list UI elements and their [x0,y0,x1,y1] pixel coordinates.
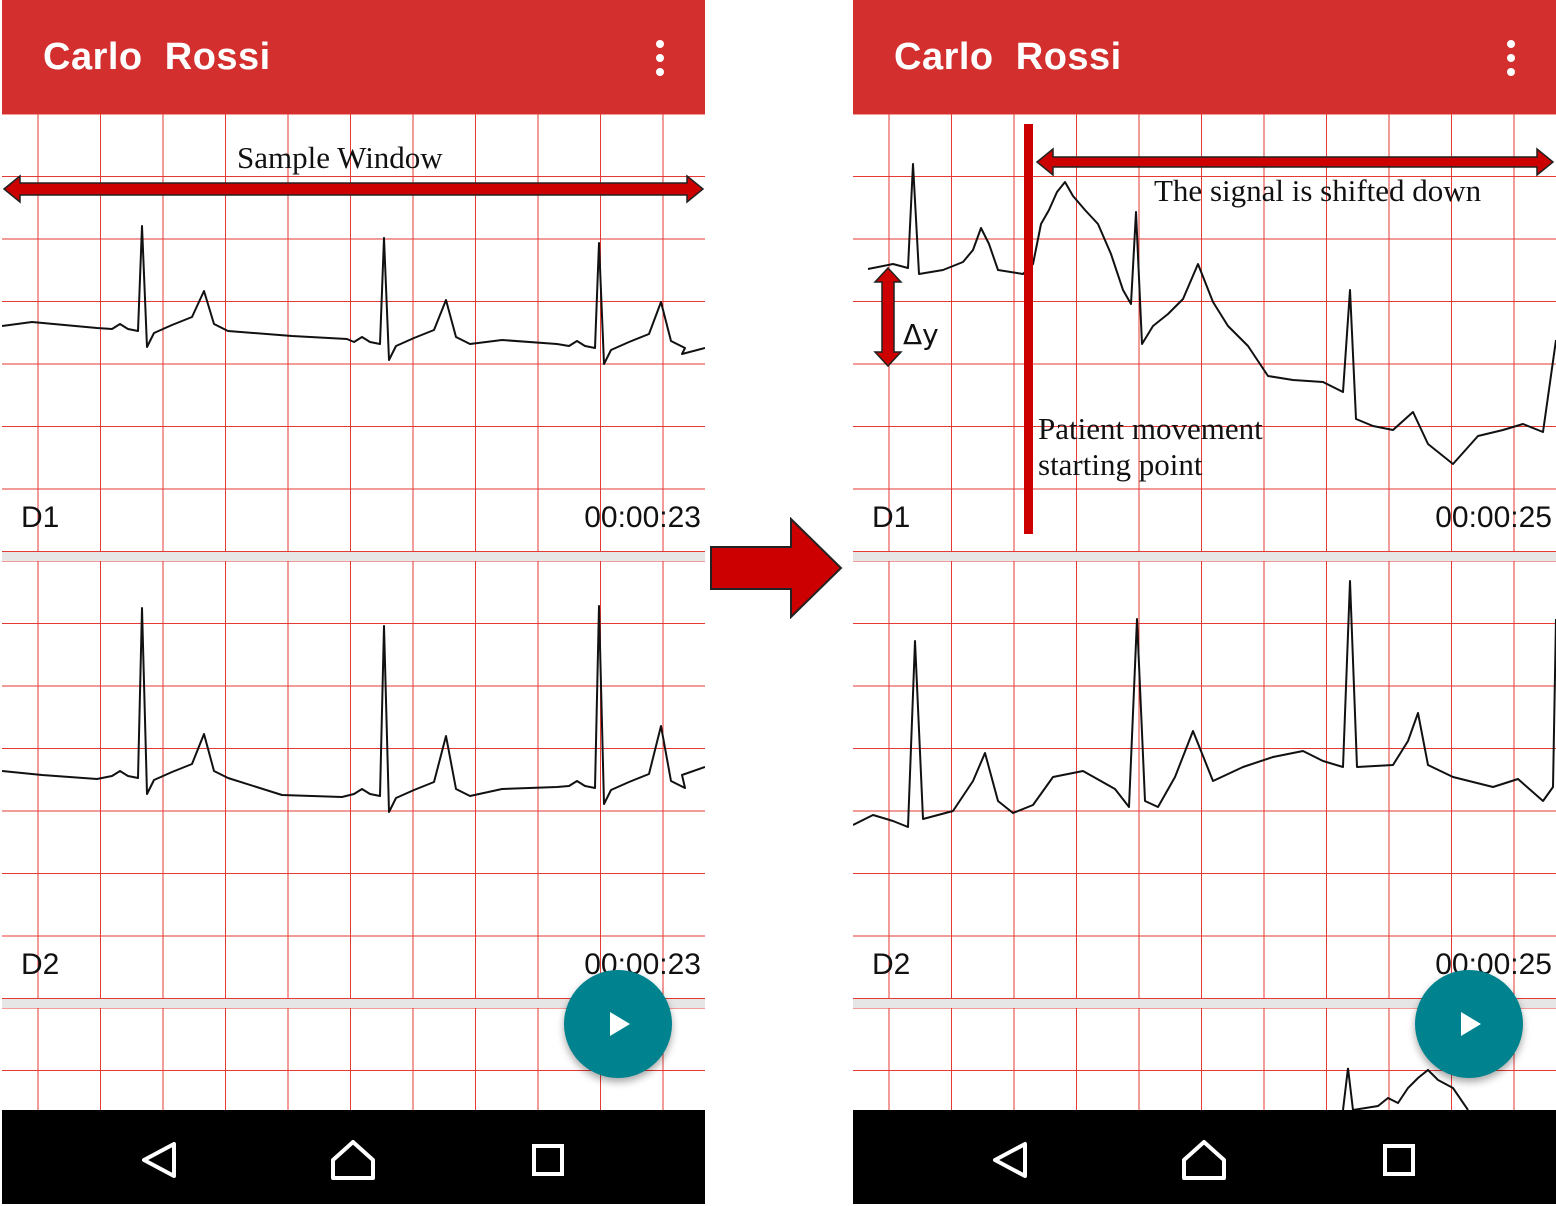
ecg-trace-line [853,580,1556,828]
shift-arrow [1035,147,1555,177]
back-triangle-icon[interactable] [981,1132,1037,1188]
ecg-grid [2,1008,705,1110]
lead-label: D2 [21,948,60,981]
ecg-panel-d2: D2 00:00:25 [853,561,1556,999]
sample-window-label: Sample Window [237,140,443,175]
phone-screen-after: Carlo Rossi D1 00:00:25 D2 00:00:25 The … [853,0,1556,1204]
patient-name-title: Carlo Rossi [894,36,1122,78]
lead-label: D1 [21,501,60,534]
ecg-panel-d3 [2,1008,705,1110]
ecg-trace [853,580,1556,828]
shift-annotation: The signal is shifted down [1154,173,1482,208]
movement-annotation-line2: starting point [1038,447,1203,482]
panel-divider [2,552,705,561]
play-icon [1461,1012,1481,1036]
panel-divider [2,999,705,1008]
panel-divider [853,552,1556,561]
ecg-trace [1342,1067,1469,1110]
ecg-trace-line [867,163,1556,465]
ecg-grid [2,561,705,999]
play-icon [610,1012,630,1036]
delta-y-label: Δy [903,318,939,351]
sample-window-arrow [2,174,705,204]
home-icon[interactable] [1176,1132,1232,1188]
back-triangle-icon[interactable] [130,1132,186,1188]
ecg-trace [2,605,705,813]
play-button[interactable] [564,970,672,1078]
ecg-panel-d1: D1 00:00:25 [853,114,1556,552]
system-nav-bar [853,1110,1556,1204]
home-icon[interactable] [325,1132,381,1188]
elapsed-time: 00:00:23 [584,501,701,534]
phone-screen-before: Carlo Rossi D1 00:00:23 D2 00:00:23 Samp… [2,0,705,1204]
recents-square-icon[interactable] [1371,1132,1427,1188]
ecg-panel-d3 [853,1008,1556,1110]
lead-label: D1 [872,501,911,534]
patient-name-title: Carlo Rossi [43,36,271,78]
movement-start-line [1024,124,1033,534]
elapsed-time: 00:00:25 [1435,501,1552,534]
movement-annotation-line1: Patient movement [1038,411,1263,446]
ecg-trace [867,163,1556,465]
lead-label: D2 [872,948,911,981]
ecg-panel-d2: D2 00:00:23 [2,561,705,999]
ecg-grid [853,561,1556,999]
panel-divider [853,999,1556,1008]
transition-arrow-icon [710,517,843,619]
app-bar: Carlo Rossi [853,0,1556,114]
ecg-grid [853,1008,1556,1110]
more-vert-icon[interactable] [648,38,672,78]
annotation-overlay [873,124,1555,534]
play-button[interactable] [1415,970,1523,1078]
ecg-trace-line [2,225,705,365]
recents-square-icon[interactable] [520,1132,576,1188]
app-bar: Carlo Rossi [2,0,705,114]
more-vert-icon[interactable] [1499,38,1523,78]
ecg-trace-line [2,605,705,813]
ecg-trace [2,225,705,365]
system-nav-bar [2,1110,705,1204]
delta-y-arrow [873,266,903,368]
